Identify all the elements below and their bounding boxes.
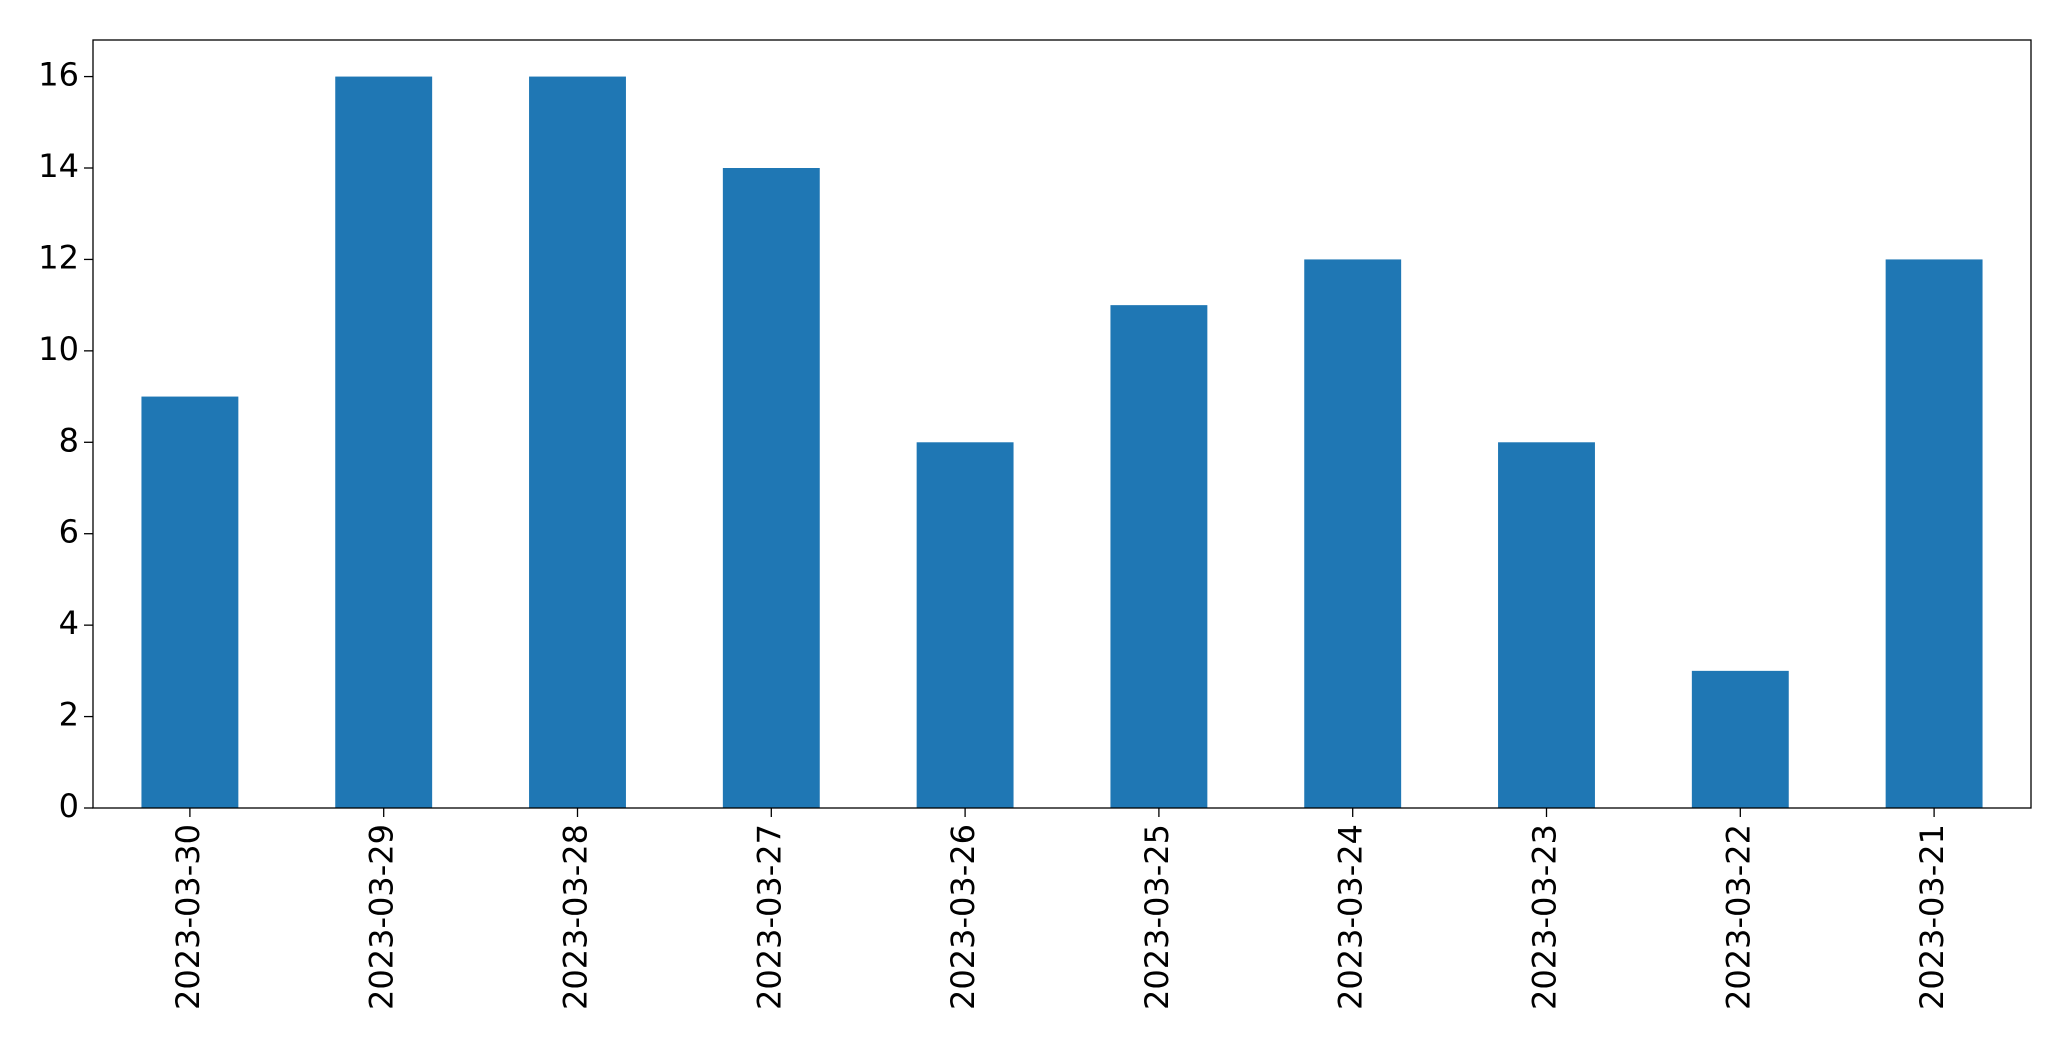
axes-frame	[92, 39, 2032, 809]
x-tick-label: 2023-03-24	[1332, 824, 1370, 1010]
x-tick-label: 2023-03-30	[169, 824, 207, 1010]
y-tick-label: 12	[38, 238, 79, 276]
bar	[916, 442, 1014, 808]
y-tick-label: 16	[38, 56, 79, 94]
bar	[1691, 670, 1789, 808]
bar	[1110, 305, 1208, 808]
x-tick-label: 2023-03-25	[1138, 824, 1176, 1010]
bar	[722, 168, 820, 808]
bar	[1304, 259, 1402, 808]
y-tick-label: 14	[38, 147, 79, 185]
x-tick-label: 2023-03-23	[1526, 824, 1564, 1010]
x-tick-label: 2023-03-27	[750, 824, 788, 1010]
x-tick-label: 2023-03-21	[1913, 824, 1951, 1010]
y-tick-label: 6	[59, 513, 79, 551]
y-tick-label: 4	[59, 604, 79, 642]
x-tick-label: 2023-03-28	[557, 824, 595, 1010]
x-tick-label: 2023-03-22	[1719, 824, 1757, 1010]
y-tick-label: 8	[59, 421, 79, 459]
bar	[141, 396, 239, 808]
bar	[1885, 259, 1983, 808]
y-tick-label: 0	[59, 787, 79, 825]
bar	[529, 76, 626, 809]
bar	[1498, 442, 1595, 808]
x-tick-label: 2023-03-29	[363, 824, 401, 1010]
bar	[335, 76, 433, 809]
y-tick-label: 2	[59, 696, 79, 734]
x-tick-label: 2023-03-26	[944, 824, 982, 1010]
y-tick-label: 10	[38, 330, 79, 368]
